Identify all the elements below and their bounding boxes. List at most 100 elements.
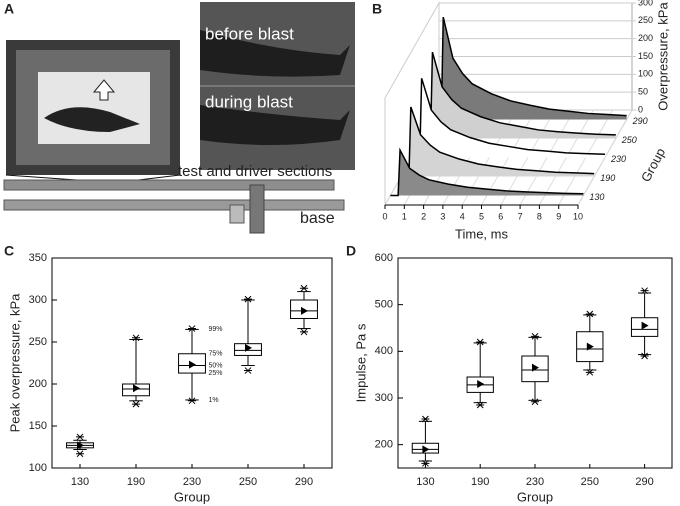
y-tick-label: 50 xyxy=(638,87,648,97)
y-tick-label: 150 xyxy=(638,51,653,61)
extreme-marker xyxy=(132,334,140,342)
photo-label: test and driver sections xyxy=(178,163,332,180)
extreme-marker xyxy=(640,287,649,295)
y-tick-label: 500 xyxy=(375,299,393,311)
y-tick-label: 150 xyxy=(29,420,47,432)
x-tick-label: 190 xyxy=(471,476,489,488)
panel-label: A xyxy=(4,1,14,17)
x-tick-label: 230 xyxy=(183,476,201,488)
panel-label: B xyxy=(372,1,382,17)
x-tick-label: 6 xyxy=(498,211,503,221)
trace-line xyxy=(401,106,595,178)
x-tick-label: 8 xyxy=(537,211,542,221)
extreme-marker xyxy=(476,401,485,409)
trace-line xyxy=(390,147,584,197)
extreme-marker xyxy=(76,433,84,441)
x-axis-title: Time, ms xyxy=(455,226,508,241)
y-axis-title: Peak overpressure, kPa xyxy=(7,293,22,433)
bracket xyxy=(229,204,245,224)
extreme-marker xyxy=(132,400,140,408)
y-tick-label: 300 xyxy=(29,294,47,306)
x-tick-label: 7 xyxy=(518,211,523,221)
extreme-marker xyxy=(421,415,430,423)
extreme-marker xyxy=(188,397,196,405)
mean-marker xyxy=(133,384,140,393)
trace-area xyxy=(412,78,605,158)
x-tick-label: 0 xyxy=(382,211,387,221)
extreme-marker xyxy=(244,367,252,374)
x-tick-label: 2 xyxy=(421,211,426,221)
x-tick-label: 130 xyxy=(416,476,434,488)
box-annotation: 1% xyxy=(208,397,218,404)
x-tick-label: 290 xyxy=(635,476,653,488)
mean-marker xyxy=(189,360,196,369)
extreme-marker xyxy=(188,325,196,332)
y-tick-label: 300 xyxy=(638,0,653,7)
trace-line xyxy=(422,51,616,140)
group-label: 230 xyxy=(610,154,626,164)
panel-label: D xyxy=(346,243,356,259)
y-tick-label: 200 xyxy=(29,378,47,390)
extreme-marker xyxy=(476,338,485,346)
mean-marker xyxy=(245,343,252,352)
box-annotation: 50% xyxy=(208,362,222,369)
box-annotation: 75% xyxy=(208,351,222,358)
extreme-marker xyxy=(585,368,594,376)
mean-marker xyxy=(422,445,430,454)
x-tick-label: 10 xyxy=(573,211,583,221)
y-tick-label: 250 xyxy=(29,336,47,348)
extreme-marker xyxy=(640,352,649,360)
x-tick-label: 230 xyxy=(526,476,544,488)
x-axis-title: Group xyxy=(174,489,210,504)
y-axis-title: Impulse, Pa s xyxy=(353,323,368,402)
x-tick-label: 250 xyxy=(581,476,599,488)
x-tick-label: 130 xyxy=(71,476,89,488)
mean-marker xyxy=(532,363,539,372)
photo-label: during blast xyxy=(205,92,293,111)
box-annotation: 25% xyxy=(208,370,222,377)
extreme-marker xyxy=(76,450,84,458)
y-tick-label: 400 xyxy=(375,345,393,357)
trace-area xyxy=(401,106,595,177)
y-tick-label: 250 xyxy=(638,15,653,25)
driver-tube xyxy=(3,179,335,191)
specimen-before xyxy=(200,30,350,77)
y-tick-label: 350 xyxy=(29,252,47,264)
photo-label: before blast xyxy=(205,24,294,43)
mean-marker xyxy=(301,306,308,315)
x-tick-label: 1 xyxy=(402,211,407,221)
x-tick-label: 250 xyxy=(239,476,257,488)
group-label: 250 xyxy=(621,135,637,145)
extreme-marker xyxy=(421,459,430,467)
trace-area xyxy=(390,150,584,196)
support xyxy=(249,184,265,234)
trace-area xyxy=(433,17,627,120)
x-tick-label: 5 xyxy=(479,211,484,221)
mean-marker xyxy=(77,441,84,450)
x-tick-label: 290 xyxy=(295,476,313,488)
mean-marker xyxy=(641,321,649,330)
trace-line xyxy=(412,78,606,159)
x-tick-label: 3 xyxy=(440,211,445,221)
specimen xyxy=(44,107,140,132)
panel-label: C xyxy=(4,243,14,259)
z-axis-title: Group xyxy=(638,146,668,185)
mean-marker xyxy=(586,342,594,351)
y-tick-label: 600 xyxy=(375,252,393,264)
photo-panel: before blast during blast test and drive… xyxy=(3,2,355,234)
group-label: 130 xyxy=(589,192,604,202)
group-label: 190 xyxy=(600,173,615,183)
photo-label: base xyxy=(300,210,335,227)
extreme-marker xyxy=(531,398,539,406)
group-label: 290 xyxy=(632,116,648,126)
y-tick-label: 100 xyxy=(29,462,47,474)
y-tick-label: 300 xyxy=(375,392,393,404)
x-axis-title: Group xyxy=(517,489,553,504)
mean-marker xyxy=(477,380,485,388)
y-tick-label: 100 xyxy=(638,69,653,79)
x-tick-label: 9 xyxy=(556,211,561,221)
box-annotation: 99% xyxy=(208,326,222,333)
x-tick-label: 190 xyxy=(127,476,145,488)
y-tick-label: 200 xyxy=(638,33,653,43)
